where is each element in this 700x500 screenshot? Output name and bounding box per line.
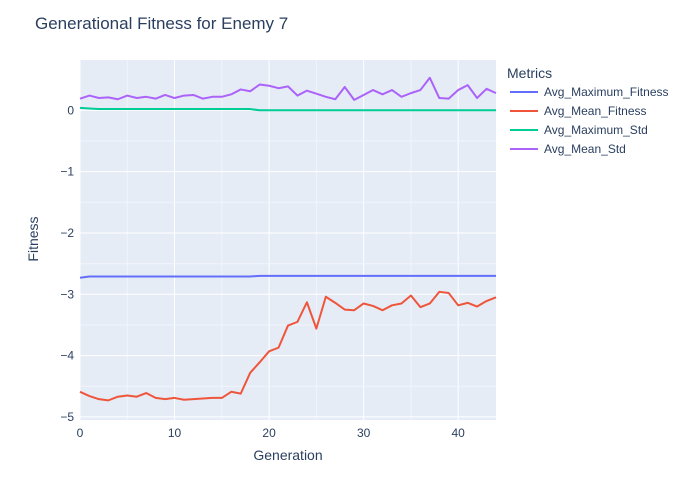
legend-label: Avg_Mean_Fitness (544, 104, 647, 118)
legend-item[interactable]: Avg_Mean_Std (510, 142, 626, 156)
series-line-avg-mean-std (79, 76, 497, 101)
legend[interactable]: Metrics Avg_Maximum_Fitness Avg_Mean_Fitn… (507, 65, 669, 156)
y-tick-label: −3 (60, 287, 74, 301)
plot-area (80, 60, 496, 420)
legend-item[interactable]: Avg_Maximum_Std (510, 123, 648, 137)
x-axis-title: Generation (253, 447, 322, 463)
x-tick-label: 40 (452, 426, 466, 440)
series-line-avg-maximum-std (79, 106, 496, 112)
legend-item[interactable]: Avg_Mean_Fitness (510, 104, 647, 118)
series-lines (79, 76, 497, 402)
y-tick-label: −2 (60, 226, 74, 240)
y-tick-label: −5 (60, 410, 74, 424)
legend-label: Avg_Mean_Std (544, 142, 626, 156)
y-tick-label: −1 (60, 165, 74, 179)
y-axis-ticks: 0 −1 −2 −3 −4 −5 (60, 103, 74, 424)
x-tick-label: 20 (262, 426, 276, 440)
chart-title: Generational Fitness for Enemy 7 (35, 14, 288, 33)
x-tick-label: 0 (77, 426, 84, 440)
series-line-avg-maximum-fitness (79, 274, 496, 279)
legend-item[interactable]: Avg_Maximum_Fitness (510, 85, 669, 99)
y-axis-title: Fitness (25, 216, 41, 261)
y-tick-label: 0 (67, 103, 74, 117)
series-line-avg-mean-fitness (79, 290, 497, 402)
x-axis-ticks: 0 10 20 30 40 (77, 426, 466, 440)
legend-label: Avg_Maximum_Std (544, 123, 648, 137)
x-tick-label: 30 (357, 426, 371, 440)
legend-title: Metrics (507, 65, 552, 81)
x-tick-label: 10 (168, 426, 182, 440)
legend-label: Avg_Maximum_Fitness (544, 85, 669, 99)
y-tick-label: −4 (60, 349, 74, 363)
